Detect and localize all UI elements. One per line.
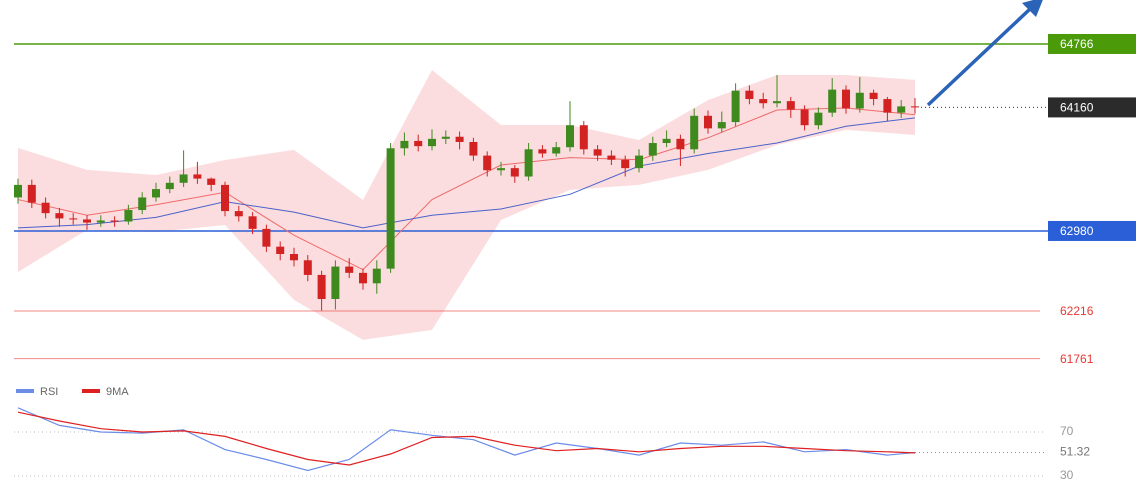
candle-body [759,99,768,104]
candle-body [704,115,712,129]
candle-body [14,184,22,198]
moving-average [17,107,916,271]
candle-body [41,202,50,214]
y-tick-label: 30 [1060,468,1074,482]
candle-body [152,189,160,198]
candle-body [400,140,409,149]
candle-body [179,174,188,183]
candle-body [745,90,754,100]
candle-body [510,168,519,177]
candle-body [207,178,216,185]
candle-body [621,159,630,169]
candle-body [566,125,574,148]
candle-body [869,92,878,100]
level-label: 62980 [1060,224,1094,238]
level-label: 61761 [1060,352,1094,366]
candle-body [786,101,795,110]
level-label: 62216 [1060,304,1094,318]
candle-body [55,213,64,219]
candle-body [345,266,354,273]
candle-body [290,253,298,261]
candle-body [165,182,174,190]
candle-body [138,197,147,211]
candle-body [800,109,809,126]
candle-body [83,219,91,223]
candle-body [234,211,243,217]
last-price-box [1048,97,1136,118]
legend-label: 9MA [106,386,129,398]
candle-body [538,149,547,154]
level-label: 64766 [1060,37,1094,51]
candle-body [331,266,340,300]
y-tick-label: 70 [1060,424,1074,438]
candle-body [372,268,381,284]
candle-body [773,101,781,104]
candle-body [497,168,505,171]
candle-body [814,112,823,126]
candle-body [593,149,602,156]
legend-swatch [82,389,100,393]
candle-body [483,155,492,171]
candle-body [690,115,699,150]
candle-body [648,143,657,156]
candle-body [524,149,533,177]
candle-body [607,155,616,160]
trend-arrow [926,0,1043,107]
candle-body [428,138,436,147]
candle-body [193,174,202,179]
candle-body [897,106,906,113]
candle-body [441,136,450,139]
legend-swatch [16,389,34,393]
candle-body [386,148,395,269]
level-label-box [1048,33,1136,54]
candle-body [635,155,643,169]
candle-body [552,147,561,154]
moving-average [17,117,916,229]
last-price-label: 64160 [1060,101,1094,115]
candle-body [842,89,850,109]
candle-body [469,141,478,156]
candle-body [662,138,671,144]
candle-body [221,184,229,212]
candle-body [455,136,464,142]
candle-body [828,89,837,113]
candle-body [579,125,588,150]
arrow-shaft [926,7,1032,107]
candle-body [262,228,271,247]
candle-body [27,184,36,203]
level-label-box [1048,220,1136,241]
candle-body [855,92,864,109]
legend-label: RSI [40,386,58,398]
candle-body [248,216,257,229]
candle-body [317,274,326,300]
candle-body [96,220,105,223]
candle-body [676,138,685,150]
rsi-line [17,411,916,466]
candle-body [911,106,919,108]
candle-body [883,99,892,113]
candle-body [303,260,312,275]
candle-body [359,272,367,284]
candle-body [69,218,78,220]
candle-body [124,210,133,222]
current-rsi-label: 51.32 [1060,445,1090,459]
candle-body [731,90,740,123]
candle-body [110,220,119,222]
arrow-head [1022,0,1043,17]
candle-body [276,246,285,254]
candle-body [717,122,726,129]
candle-body [414,140,423,147]
